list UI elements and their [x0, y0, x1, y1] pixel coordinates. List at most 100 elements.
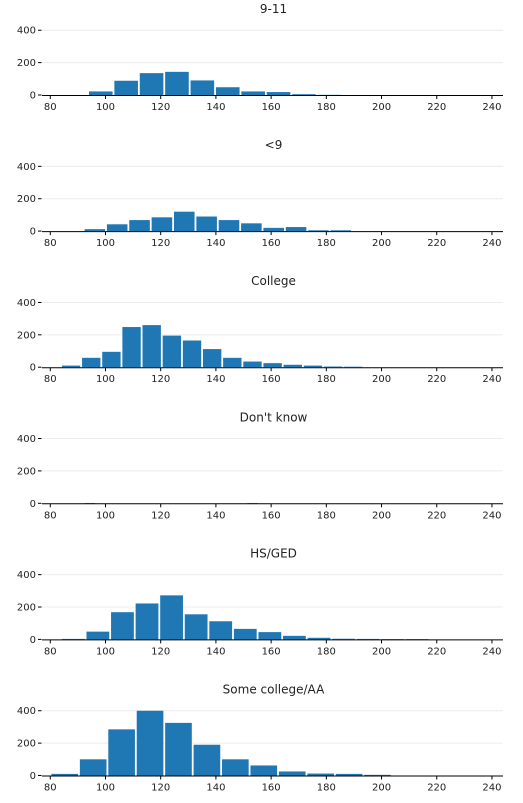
x-tick-label: 160: [262, 783, 281, 794]
histogram-bar: [173, 211, 195, 232]
histogram-bar: [209, 621, 233, 640]
histogram-bar: [86, 631, 110, 640]
histogram-bar: [79, 759, 107, 776]
x-tick-label: 140: [206, 102, 225, 113]
histogram-bar: [135, 603, 159, 640]
x-tick-label: 240: [482, 510, 501, 521]
y-tick-label: 200: [17, 466, 36, 477]
x-tick-label: 160: [262, 238, 281, 249]
histogram-bar: [332, 638, 355, 640]
subplot-2: College 80 100 120 140 160 180 200 220 240 0 200 400: [17, 274, 503, 385]
y-tick-label: 400: [17, 570, 36, 581]
x-tick-label: 200: [372, 646, 391, 657]
x-tick-label: 200: [372, 374, 391, 385]
subplot-0: 9-11 80 100 120 140 160 180 200 220 240 0 200 400: [17, 2, 503, 113]
histogram-bar: [243, 361, 262, 368]
x-tick-label: 80: [44, 783, 57, 794]
x-tick-label: 140: [206, 783, 225, 794]
x-tick-label: 240: [482, 238, 501, 249]
histogram-bar: [283, 635, 306, 640]
x-tick-label: 220: [427, 374, 446, 385]
x-tick-label: 160: [262, 102, 281, 113]
histogram-bar: [129, 220, 150, 232]
histogram-bar: [258, 632, 282, 640]
x-tick-label: 200: [372, 102, 391, 113]
histogram-bar: [308, 230, 329, 232]
x-tick-label: 140: [206, 374, 225, 385]
histogram-bar: [165, 71, 189, 95]
histogram-bar: [263, 227, 284, 232]
histogram-bar: [241, 223, 262, 232]
y-tick-label: 200: [17, 330, 36, 341]
histogram-bar: [165, 722, 192, 776]
subplot-title: <9: [265, 138, 283, 152]
x-tick-label: 240: [482, 783, 501, 794]
x-tick-label: 120: [151, 510, 170, 521]
histogram-bar: [84, 229, 106, 232]
x-tick-label: 100: [96, 374, 115, 385]
histogram-bar: [292, 94, 316, 95]
histogram-bar: [307, 637, 331, 640]
x-tick-label: 120: [151, 374, 170, 385]
subplot-title: Some college/AA: [223, 683, 325, 697]
histogram-bar: [266, 92, 291, 95]
histogram-bar: [139, 73, 164, 95]
histogram-bar: [250, 765, 278, 776]
x-tick-label: 180: [317, 510, 336, 521]
y-tick-label: 400: [17, 706, 36, 717]
histogram-bar: [162, 335, 182, 368]
histogram-bar: [88, 91, 113, 95]
histogram-bar: [142, 325, 161, 368]
y-tick-label: 0: [30, 91, 36, 102]
x-tick-label: 200: [372, 510, 391, 521]
subplot-3: Don't know 80 100 120 140 160 180 200 220 240 0 200…: [17, 410, 503, 521]
histogram-bar: [218, 220, 240, 232]
histogram-bar: [285, 227, 307, 232]
x-tick-label: 120: [151, 238, 170, 249]
subplot-1: <9 80 100 120 140 160 180 200 220 240 0 200 400: [17, 138, 503, 249]
histogram-bar: [223, 357, 242, 368]
histogram-bar: [278, 771, 306, 776]
histogram-bar: [233, 628, 257, 640]
x-tick-label: 100: [96, 238, 115, 249]
histogram-bar: [160, 595, 183, 640]
x-tick-label: 220: [427, 510, 446, 521]
y-tick-label: 0: [30, 363, 36, 374]
x-tick-label: 220: [427, 102, 446, 113]
y-tick-label: 0: [30, 227, 36, 238]
histogram-bar: [263, 363, 282, 368]
x-tick-label: 200: [372, 238, 391, 249]
y-tick-label: 0: [30, 499, 36, 510]
x-tick-label: 160: [262, 510, 281, 521]
x-tick-label: 80: [44, 102, 57, 113]
histogram-bar: [190, 80, 215, 95]
y-tick-label: 200: [17, 58, 36, 69]
x-tick-label: 100: [96, 510, 115, 521]
histogram-bar: [61, 365, 81, 368]
histogram-bar: [122, 327, 141, 368]
subplot-title: HS/GED: [250, 546, 297, 560]
x-tick-label: 180: [317, 783, 336, 794]
histogram-bar: [303, 365, 323, 368]
x-tick-label: 180: [317, 238, 336, 249]
y-tick-label: 200: [17, 194, 36, 205]
x-tick-label: 220: [427, 238, 446, 249]
subplot-title: College: [251, 274, 296, 288]
y-tick-label: 0: [30, 635, 36, 646]
y-tick-label: 400: [17, 26, 36, 37]
x-tick-label: 80: [44, 510, 57, 521]
y-tick-label: 200: [17, 603, 36, 614]
histogram-bar: [330, 230, 352, 232]
histogram-bar: [307, 773, 334, 776]
subplot-title: Don't know: [240, 410, 308, 424]
x-tick-label: 80: [44, 374, 57, 385]
histogram-bar: [283, 364, 302, 368]
histogram-bar: [364, 774, 391, 776]
histogram-bar: [51, 773, 79, 776]
histogram-bar: [136, 710, 164, 776]
x-tick-label: 200: [372, 783, 391, 794]
subplot-4: HS/GED 80 100 120 140 160 180 200 220 240 0 200 400: [17, 546, 503, 657]
histogram-bar: [102, 351, 121, 368]
x-tick-label: 140: [206, 238, 225, 249]
